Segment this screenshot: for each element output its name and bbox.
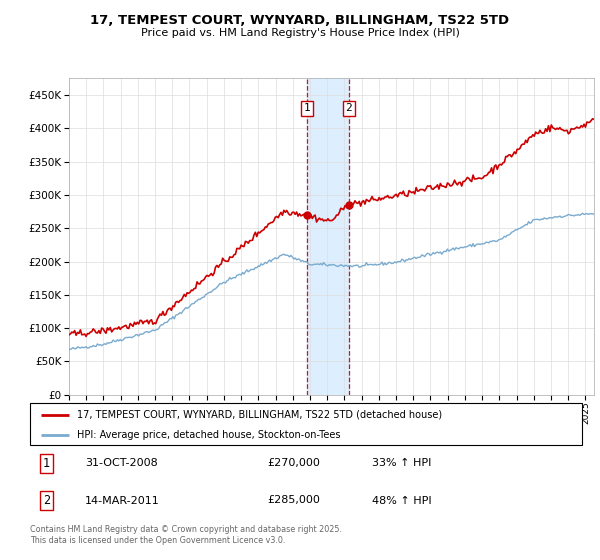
Text: £285,000: £285,000 <box>268 496 320 506</box>
Text: 1: 1 <box>304 104 310 113</box>
Text: 2: 2 <box>43 494 50 507</box>
Text: 2: 2 <box>346 104 352 113</box>
Text: 17, TEMPEST COURT, WYNYARD, BILLINGHAM, TS22 5TD (detached house): 17, TEMPEST COURT, WYNYARD, BILLINGHAM, … <box>77 410 442 420</box>
Text: 31-OCT-2008: 31-OCT-2008 <box>85 459 158 468</box>
Text: 33% ↑ HPI: 33% ↑ HPI <box>372 459 431 468</box>
Text: Contains HM Land Registry data © Crown copyright and database right 2025.
This d: Contains HM Land Registry data © Crown c… <box>30 525 342 545</box>
FancyBboxPatch shape <box>30 403 582 445</box>
Text: 14-MAR-2011: 14-MAR-2011 <box>85 496 160 506</box>
Text: HPI: Average price, detached house, Stockton-on-Tees: HPI: Average price, detached house, Stoc… <box>77 430 340 440</box>
Text: 48% ↑ HPI: 48% ↑ HPI <box>372 496 432 506</box>
Text: Price paid vs. HM Land Registry's House Price Index (HPI): Price paid vs. HM Land Registry's House … <box>140 28 460 38</box>
Text: 17, TEMPEST COURT, WYNYARD, BILLINGHAM, TS22 5TD: 17, TEMPEST COURT, WYNYARD, BILLINGHAM, … <box>91 14 509 27</box>
Bar <box>307 78 349 395</box>
Text: 1: 1 <box>43 457 50 470</box>
Text: £270,000: £270,000 <box>268 459 320 468</box>
